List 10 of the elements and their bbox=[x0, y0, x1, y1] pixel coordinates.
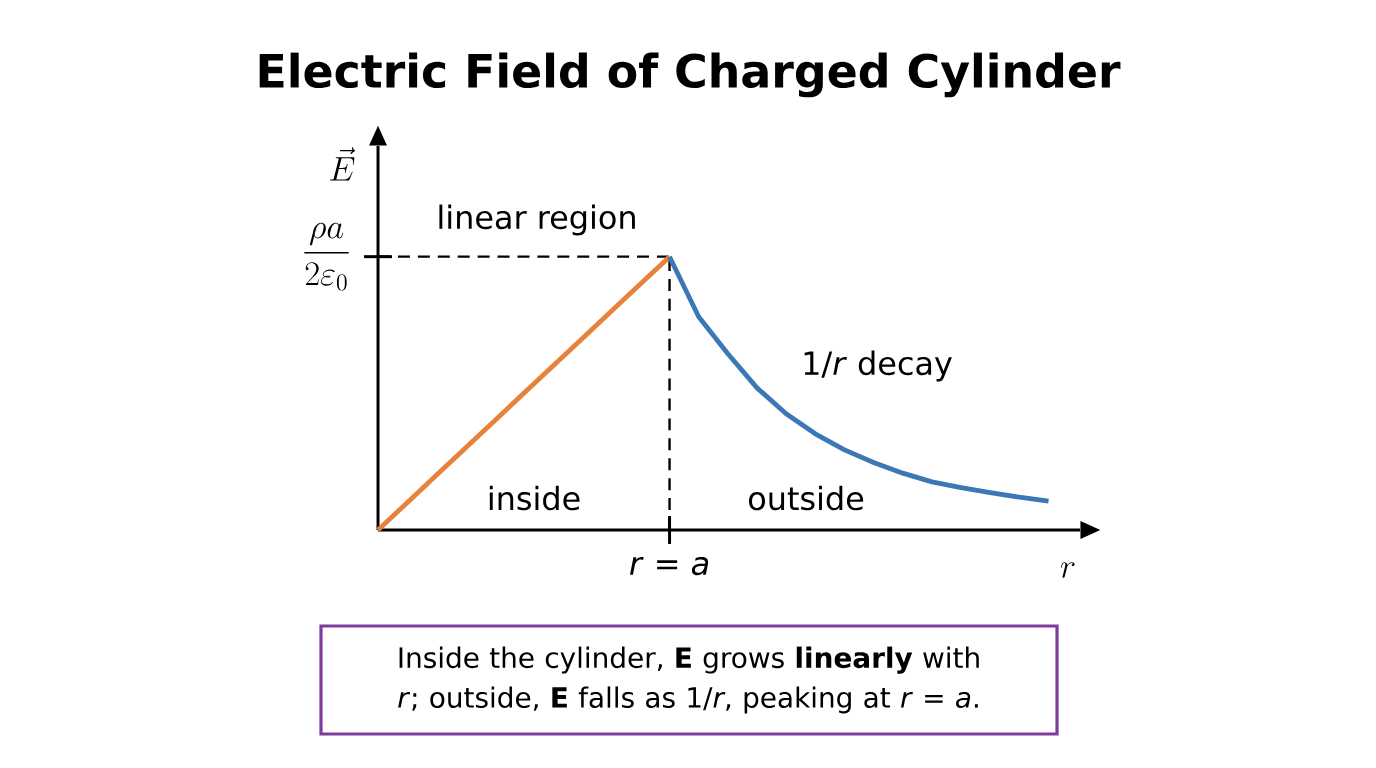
annotation: inside bbox=[489, 485, 580, 511]
annotation: outside bbox=[749, 485, 864, 511]
annotation: 1/r decay bbox=[804, 350, 952, 382]
text: Inside the cylinder, E grows linearly with r; outside, E falls as 1/r, peaking at r = a. bbox=[398, 646, 979, 714]
x-axis-title: $r$ bbox=[1060, 562, 1075, 578]
ref-line-label: $\frac{\rho a}{2\varepsilon_0}$ bbox=[304, 222, 349, 291]
y-axis-title: $\vec{E}$ bbox=[330, 147, 355, 181]
text: linear region bbox=[439, 204, 635, 236]
text: r = a bbox=[630, 556, 709, 576]
chart-title: Electric Field of Charged Cylinder bbox=[259, 52, 1121, 98]
